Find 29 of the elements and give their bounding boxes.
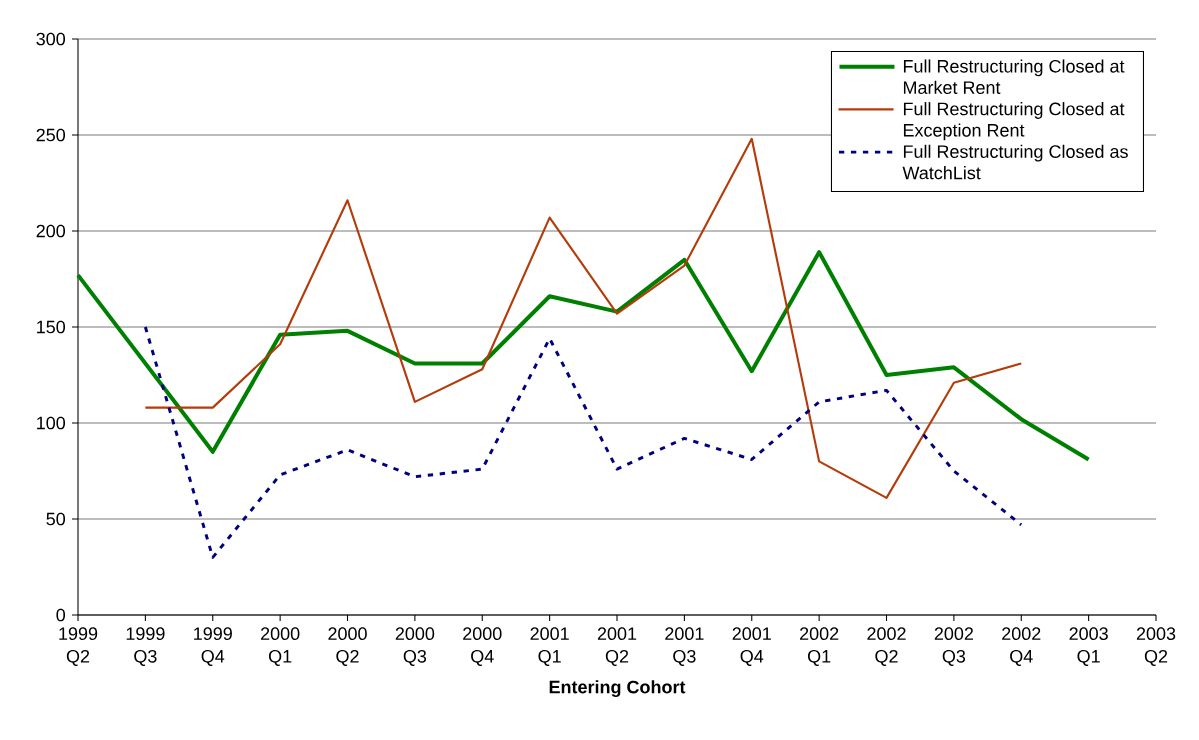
x-tick-label: 2001 Q1 (530, 627, 569, 666)
legend-label: Full Restructuring Closed at Exception Rent (903, 102, 1125, 141)
y-tick-label: 150 (37, 320, 66, 334)
y-tick-label: 50 (46, 512, 66, 526)
x-tick-label: 2001 Q4 (732, 627, 771, 666)
x-tick-label: 2003 Q2 (1136, 627, 1176, 666)
legend-label: Full Restructuring Closed at Market Rent (903, 59, 1125, 94)
y-tick-label: 100 (37, 416, 66, 430)
x-axis-title: Entering Cohort (549, 680, 686, 698)
y-tick-label: 0 (56, 608, 66, 622)
y-tick-label: 300 (36, 32, 66, 46)
x-tick-label: 2002 Q2 (867, 627, 906, 666)
y-tick-label: 250 (36, 128, 66, 142)
x-tick-label: 2000 Q4 (463, 627, 502, 666)
x-tick-label: 2002 Q4 (1002, 627, 1041, 666)
x-tick-label: 2000 Q2 (328, 627, 367, 666)
x-tick-label: 1999 Q3 (126, 627, 165, 666)
x-tick-label: 2001 Q3 (665, 627, 704, 666)
x-tick-label: 2000 Q1 (261, 627, 300, 666)
x-tick-label: 2001 Q2 (597, 627, 637, 666)
y-tick-label: 200 (36, 224, 66, 238)
x-tick-label: 1999 Q4 (194, 627, 232, 666)
x-tick-label: 2002 Q3 (934, 627, 973, 666)
x-tick-label: 2002 Q1 (800, 627, 839, 666)
x-tick-label: 2000 Q3 (395, 627, 435, 666)
line-series (143, 325, 1023, 559)
x-tick-label: 2003 Q1 (1069, 627, 1108, 666)
x-tick-label: 1999 Q2 (59, 627, 98, 666)
legend-label: Full Restructuring Closed as WatchList (902, 144, 1128, 180)
